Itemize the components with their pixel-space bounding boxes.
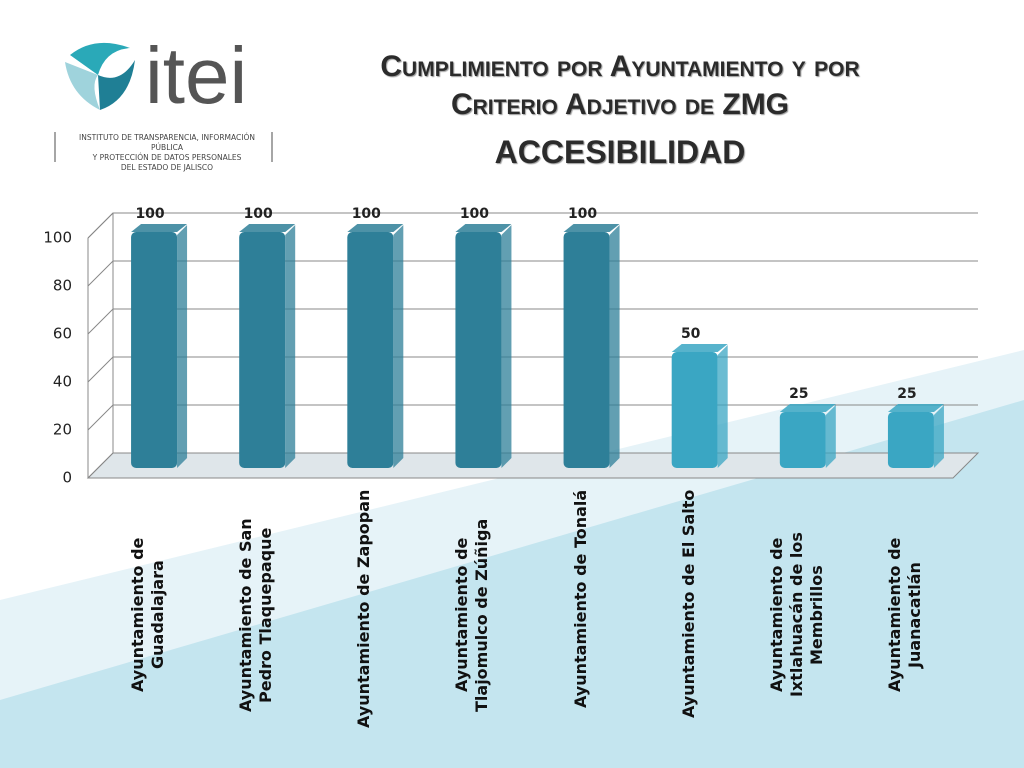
x-tick-label: Ayuntamiento de Zapopan: [354, 490, 374, 762]
y-tick-label: 60: [53, 325, 72, 343]
y-tick-label: 100: [43, 229, 72, 247]
bar: [779, 412, 826, 468]
bar-side: [501, 225, 512, 468]
bar-side: [393, 225, 404, 468]
bar-side: [933, 405, 944, 468]
bar: [887, 412, 934, 468]
grid-line: [87, 260, 978, 287]
bar-top: [131, 224, 188, 232]
value-label: 100: [352, 206, 381, 222]
value-label: 25: [789, 386, 808, 402]
bar: [347, 232, 394, 468]
grid-line: [87, 356, 978, 383]
logo-subtitle-line: Y PROTECCIÓN DE DATOS PERSONALES: [92, 153, 242, 162]
chart-title: Cumplimiento por Ayuntamiento y por Crit…: [380, 50, 860, 121]
x-tick-label: Ayuntamiento de Tlajomulco de Zúñiga: [452, 490, 492, 762]
x-tick-text: Ayuntamiento de Juanacatlán: [884, 537, 924, 693]
bar-top: [347, 224, 404, 232]
chart-subtitle: ACCESIBILIDAD: [494, 134, 746, 170]
y-tick-label: 40: [53, 373, 72, 391]
logo-mark: [54, 42, 273, 162]
x-tick-label: Ayuntamiento de Ixtlahuacán de los Membr…: [767, 490, 827, 762]
bar: [455, 232, 502, 468]
y-tick-label: 0: [62, 469, 72, 487]
x-tick-label: Ayuntamiento de Juanacatlán: [885, 490, 925, 762]
bar-side: [177, 225, 188, 468]
bar: [239, 232, 286, 468]
x-tick-label: Ayuntamiento de San Pedro Tlaquepaque: [236, 490, 276, 762]
bar: [671, 352, 718, 468]
bar-top: [887, 404, 944, 412]
logo-subtitle-line: INSTITUTO DE TRANSPARENCIA, INFORMACIÓN …: [79, 133, 255, 152]
y-tick-label: 80: [53, 277, 72, 295]
bar-side: [609, 225, 620, 468]
value-label: 50: [681, 326, 701, 342]
x-tick-label: Ayuntamiento de El Salto: [679, 490, 699, 762]
x-tick-text: Ayuntamiento de Zapopan: [354, 490, 374, 729]
bar-top: [239, 224, 296, 232]
logo-subtitle: INSTITUTO DE TRANSPARENCIA, INFORMACIÓN …: [62, 133, 272, 173]
y-tick-label: 20: [53, 421, 72, 439]
background-swoosh: [0, 400, 1024, 768]
bar-top: [563, 224, 620, 232]
bar-side: [825, 405, 836, 468]
bar: [563, 232, 610, 468]
floor: [86, 452, 980, 479]
bar-top: [455, 224, 512, 232]
bar-top: [779, 404, 836, 412]
x-tick-text: Ayuntamiento de Ixtlahuacán de los Membr…: [766, 532, 826, 698]
grid-line: [87, 308, 978, 335]
bar-side: [285, 225, 296, 468]
logo-name: itei: [145, 31, 247, 120]
x-tick-text: Ayuntamiento de Guadalajara: [128, 537, 168, 693]
x-tick-text: Ayuntamiento de El Salto: [678, 490, 698, 719]
bar-top: [671, 344, 728, 352]
x-tick-label: Ayuntamiento de Guadalajara: [128, 490, 168, 762]
value-label: 100: [244, 206, 273, 222]
x-tick-text: Ayuntamiento de Tonalá: [570, 490, 590, 709]
x-tick-text: Ayuntamiento de Tlajomulco de Zúñiga: [452, 518, 492, 712]
logo-subtitle-line: DEL ESTADO DE JALISCO: [120, 163, 214, 172]
x-tick-text: Ayuntamiento de San Pedro Tlaquepaque: [236, 518, 276, 712]
grid-line: [87, 212, 978, 239]
bar-side: [717, 345, 728, 468]
bar: [131, 232, 178, 468]
value-label: 100: [568, 206, 597, 222]
value-label: 100: [460, 206, 489, 222]
value-label: 100: [135, 206, 164, 222]
x-tick-label: Ayuntamiento de Tonalá: [571, 490, 591, 762]
value-label: 25: [897, 386, 916, 402]
